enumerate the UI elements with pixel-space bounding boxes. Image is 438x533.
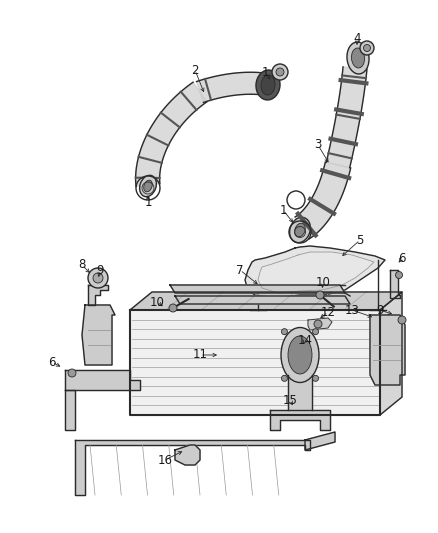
Text: 3: 3 bbox=[314, 139, 321, 151]
Text: 9: 9 bbox=[376, 303, 384, 317]
Text: 16: 16 bbox=[158, 454, 173, 466]
Polygon shape bbox=[288, 375, 312, 410]
Circle shape bbox=[398, 316, 406, 324]
Polygon shape bbox=[75, 440, 310, 495]
Text: 15: 15 bbox=[283, 393, 297, 407]
Circle shape bbox=[169, 304, 177, 312]
Polygon shape bbox=[270, 410, 330, 430]
Ellipse shape bbox=[140, 175, 156, 197]
Ellipse shape bbox=[347, 42, 369, 74]
Text: 1: 1 bbox=[279, 204, 287, 216]
Circle shape bbox=[93, 273, 103, 283]
Circle shape bbox=[68, 369, 76, 377]
Ellipse shape bbox=[290, 217, 311, 243]
Text: 10: 10 bbox=[149, 295, 164, 309]
Polygon shape bbox=[305, 432, 335, 450]
Polygon shape bbox=[175, 445, 200, 465]
Polygon shape bbox=[65, 370, 140, 390]
Text: 4: 4 bbox=[353, 31, 361, 44]
Circle shape bbox=[360, 41, 374, 55]
Polygon shape bbox=[82, 305, 115, 365]
Polygon shape bbox=[370, 315, 405, 385]
Text: 7: 7 bbox=[236, 263, 244, 277]
Ellipse shape bbox=[295, 223, 305, 237]
Text: 8: 8 bbox=[78, 259, 86, 271]
Ellipse shape bbox=[281, 327, 319, 383]
Text: 6: 6 bbox=[398, 252, 406, 264]
Text: 1: 1 bbox=[261, 66, 269, 78]
Circle shape bbox=[314, 320, 322, 328]
Ellipse shape bbox=[351, 48, 364, 68]
Polygon shape bbox=[175, 296, 350, 304]
Text: 9: 9 bbox=[96, 263, 104, 277]
Polygon shape bbox=[326, 67, 367, 168]
Polygon shape bbox=[130, 292, 402, 310]
Circle shape bbox=[282, 375, 287, 381]
Polygon shape bbox=[380, 292, 402, 415]
Polygon shape bbox=[136, 82, 207, 187]
Polygon shape bbox=[130, 310, 380, 415]
Polygon shape bbox=[295, 162, 351, 239]
Text: 10: 10 bbox=[315, 276, 330, 288]
Text: 14: 14 bbox=[297, 334, 312, 346]
Text: 11: 11 bbox=[192, 349, 208, 361]
Circle shape bbox=[276, 68, 284, 76]
Polygon shape bbox=[88, 285, 108, 305]
Text: 5: 5 bbox=[356, 233, 364, 246]
Ellipse shape bbox=[288, 336, 312, 374]
Text: 6: 6 bbox=[48, 356, 56, 368]
Polygon shape bbox=[65, 390, 75, 430]
Ellipse shape bbox=[144, 180, 152, 192]
Circle shape bbox=[313, 329, 318, 335]
Circle shape bbox=[316, 291, 324, 299]
Polygon shape bbox=[170, 285, 345, 293]
Text: 1: 1 bbox=[144, 196, 152, 208]
Text: 13: 13 bbox=[345, 303, 360, 317]
Polygon shape bbox=[197, 72, 272, 102]
Polygon shape bbox=[390, 270, 400, 298]
Circle shape bbox=[313, 375, 318, 381]
Text: 12: 12 bbox=[321, 305, 336, 319]
Circle shape bbox=[88, 268, 108, 288]
Circle shape bbox=[396, 271, 403, 279]
Ellipse shape bbox=[261, 75, 275, 95]
Circle shape bbox=[364, 44, 371, 52]
Circle shape bbox=[282, 329, 287, 335]
Circle shape bbox=[272, 64, 288, 80]
Polygon shape bbox=[258, 252, 374, 293]
Text: 2: 2 bbox=[191, 63, 199, 77]
Polygon shape bbox=[245, 246, 385, 298]
Ellipse shape bbox=[256, 70, 280, 100]
Polygon shape bbox=[308, 318, 332, 330]
